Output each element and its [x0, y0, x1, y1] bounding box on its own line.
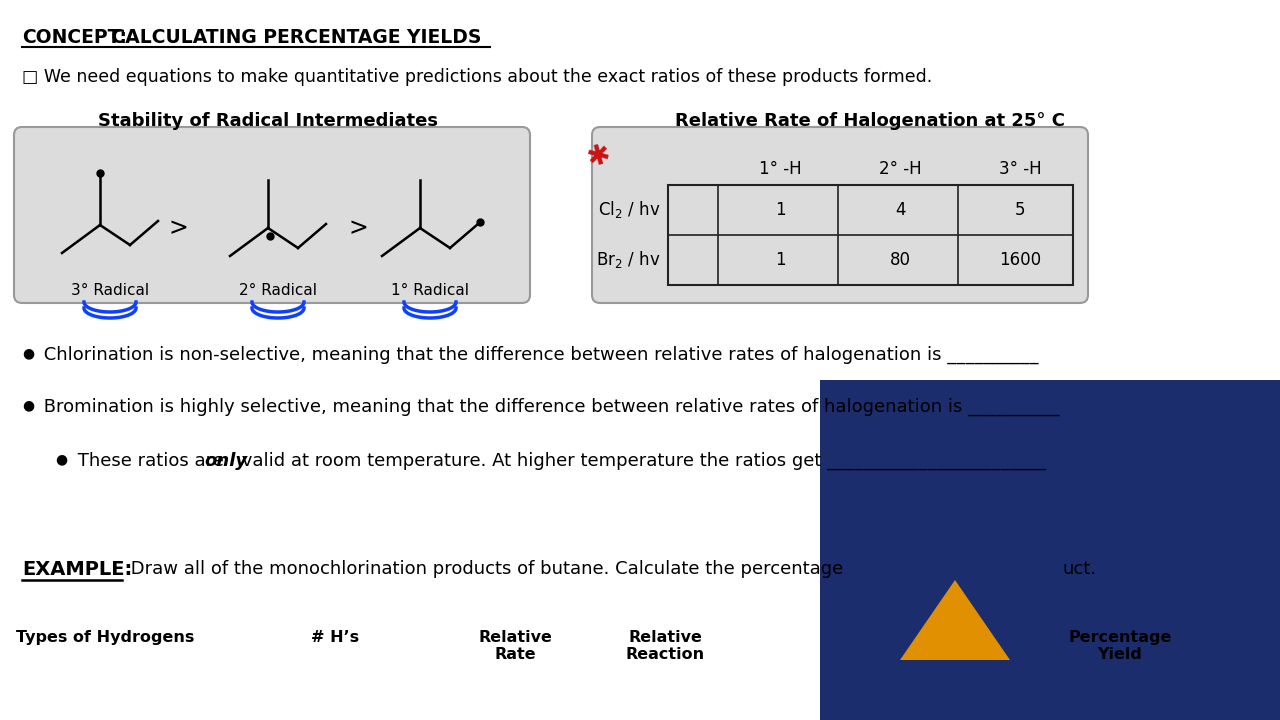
Text: Chlorination is non-selective, meaning that the difference between relative rate: Chlorination is non-selective, meaning t…	[38, 346, 1038, 364]
Text: Percentage
Yield: Percentage Yield	[1069, 630, 1171, 662]
Text: 1° -H: 1° -H	[759, 160, 801, 178]
Polygon shape	[900, 580, 1010, 660]
Text: Types of Hydrogens: Types of Hydrogens	[15, 630, 195, 645]
Text: CALCULATING PERCENTAGE YIELDS: CALCULATING PERCENTAGE YIELDS	[105, 28, 481, 47]
Text: 2° Radical: 2° Radical	[239, 283, 317, 298]
Text: Relative Rate of Halogenation at 25° C: Relative Rate of Halogenation at 25° C	[675, 112, 1065, 130]
Text: 3° -H: 3° -H	[998, 160, 1042, 178]
Text: 5: 5	[1015, 201, 1025, 219]
Text: ●: ●	[22, 346, 35, 360]
Text: Bromination is highly selective, meaning that the difference between relative ra: Bromination is highly selective, meaning…	[38, 398, 1060, 416]
Text: Relative
Rate: Relative Rate	[477, 630, 552, 662]
FancyBboxPatch shape	[14, 127, 530, 303]
Text: >: >	[348, 216, 367, 240]
Text: ●: ●	[55, 452, 67, 466]
Text: These ratios are: These ratios are	[72, 452, 229, 470]
Text: only: only	[205, 452, 247, 470]
Text: ●: ●	[22, 398, 35, 412]
Text: Stability of Radical Intermediates: Stability of Radical Intermediates	[99, 112, 438, 130]
Text: Draw all of the monochlorination products of butane. Calculate the percentage: Draw all of the monochlorination product…	[125, 560, 844, 578]
Text: Relative
Reaction: Relative Reaction	[626, 630, 704, 662]
Text: 2° -H: 2° -H	[878, 160, 922, 178]
Text: >: >	[168, 216, 188, 240]
Text: uct.: uct.	[1062, 560, 1096, 578]
Text: □ We need equations to make quantitative predictions about the exact ratios of t: □ We need equations to make quantitative…	[22, 68, 932, 86]
Text: EXAMPLE:: EXAMPLE:	[22, 560, 132, 579]
Text: ✱: ✱	[584, 140, 613, 173]
Text: 1: 1	[774, 251, 786, 269]
Bar	[668, 185, 1073, 285]
Text: 1: 1	[774, 201, 786, 219]
Text: 1° Radical: 1° Radical	[390, 283, 468, 298]
Text: 80: 80	[890, 251, 910, 269]
Text: valid at room temperature. At higher temperature the ratios get ________________: valid at room temperature. At higher tem…	[237, 452, 1047, 470]
Text: 3° Radical: 3° Radical	[70, 283, 148, 298]
Text: # H’s: # H’s	[311, 630, 360, 645]
FancyBboxPatch shape	[591, 127, 1088, 303]
Text: CONCEPT:: CONCEPT:	[22, 28, 127, 47]
Text: $\mathregular{Cl_2}$ / hv: $\mathregular{Cl_2}$ / hv	[598, 199, 660, 220]
Bar	[820, 380, 1280, 720]
Text: $\mathregular{Br_2}$ / hv: $\mathregular{Br_2}$ / hv	[595, 250, 660, 271]
Text: 1600: 1600	[998, 251, 1041, 269]
Text: 4: 4	[895, 201, 905, 219]
